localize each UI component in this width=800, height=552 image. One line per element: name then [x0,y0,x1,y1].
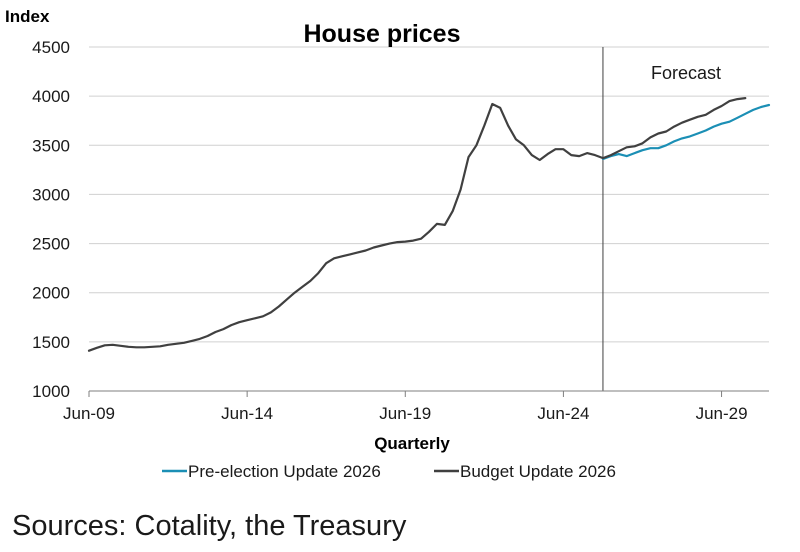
grid-lines [89,46,769,343]
y-tick-label: 4500 [32,38,70,57]
y-tick-label: 4000 [32,87,70,106]
legend: Pre-election Update 2026 Budget Update 20… [162,462,616,481]
series-line-budget [87,97,747,352]
chart-title: House prices [303,20,460,48]
x-tick-label: Jun-19 [379,404,431,423]
y-tick-label: 1500 [32,333,70,352]
legend-label-pre-election: Pre-election Update 2026 [188,462,381,481]
series-line-pre-election [601,103,771,161]
x-tick-label: Jun-29 [696,404,748,423]
source-note: Sources: Cotality, the Treasury [12,510,407,542]
y-tick-label: 2000 [32,284,70,303]
x-tick-label: Jun-24 [537,404,589,423]
axes: 1000 1500 2000 2500 3000 3500 4000 4500 Jun-09 Ju… [32,38,769,423]
y-tick-label: 2500 [32,235,70,254]
y-axis-label: Index [5,7,50,26]
x-tick-label: Jun-14 [221,404,273,423]
x-axis-label: Quarterly [374,434,450,453]
legend-label-budget: Budget Update 2026 [460,462,616,481]
x-tick-label: Jun-09 [63,404,115,423]
forecast-annotation: Forecast [651,63,721,83]
y-tick-label: 1000 [32,382,70,401]
series-lines [87,97,771,352]
chart-labels: Index House prices Forecast Quarterly [5,7,721,453]
y-tick-label: 3000 [32,185,70,204]
y-tick-label: 3500 [32,136,70,155]
